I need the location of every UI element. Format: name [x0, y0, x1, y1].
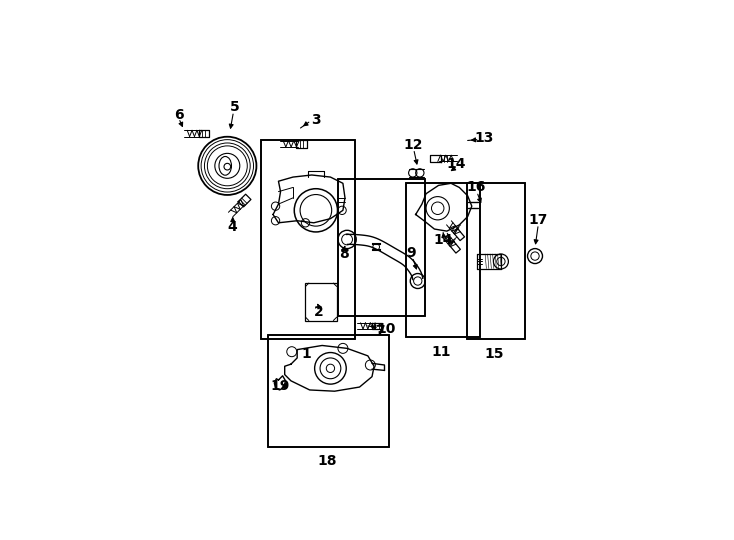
- Text: 13: 13: [475, 131, 494, 145]
- Bar: [261, 140, 355, 339]
- Text: 5: 5: [230, 100, 240, 114]
- Text: 3: 3: [311, 113, 321, 127]
- Bar: [406, 183, 480, 337]
- Text: 14: 14: [434, 233, 454, 247]
- Text: 8: 8: [339, 247, 349, 261]
- Bar: [261, 140, 355, 339]
- Text: 2: 2: [314, 305, 324, 319]
- Bar: [467, 183, 525, 339]
- Text: 19: 19: [270, 379, 289, 393]
- Bar: [268, 335, 388, 447]
- Bar: [338, 179, 425, 316]
- Bar: [268, 335, 388, 447]
- Text: 16: 16: [466, 180, 486, 194]
- Bar: [467, 183, 525, 339]
- Text: 7: 7: [376, 324, 385, 338]
- Text: 14: 14: [446, 157, 466, 171]
- Text: 11: 11: [432, 345, 451, 359]
- Text: 17: 17: [528, 213, 548, 227]
- Text: 1: 1: [302, 347, 312, 361]
- Text: 9: 9: [407, 246, 416, 260]
- Text: 18: 18: [318, 454, 338, 468]
- Text: 10: 10: [377, 322, 396, 336]
- Bar: [406, 183, 480, 337]
- Bar: [338, 179, 425, 316]
- Text: 15: 15: [485, 347, 504, 361]
- Bar: [305, 283, 337, 321]
- Text: 6: 6: [174, 107, 184, 122]
- Text: 12: 12: [404, 138, 424, 152]
- Text: 4: 4: [228, 220, 238, 234]
